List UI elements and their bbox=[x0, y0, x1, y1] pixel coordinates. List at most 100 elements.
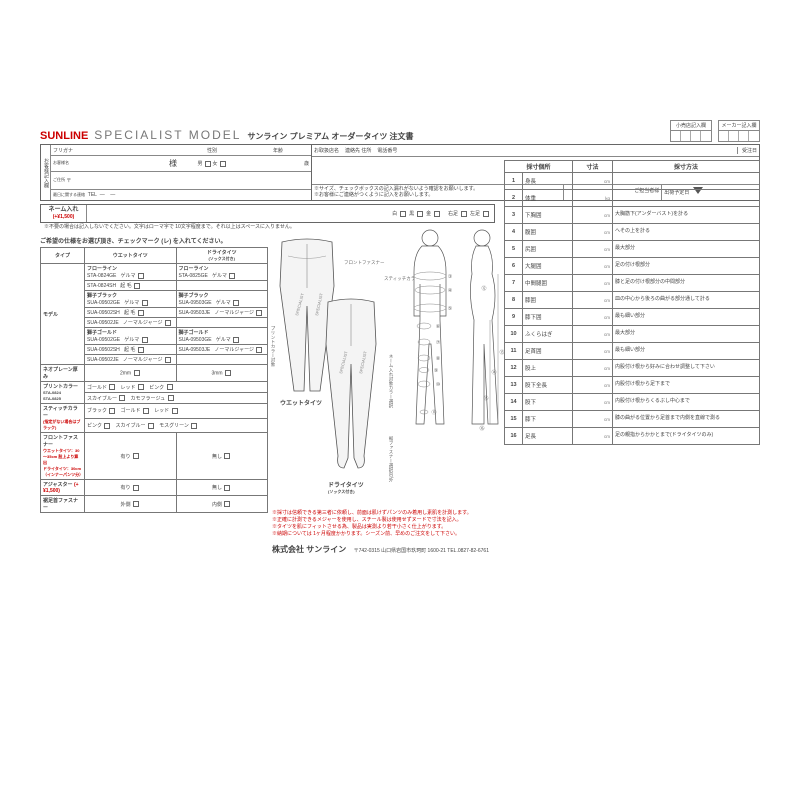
meas-method: 大胸筋下(アンダーバスト)を計る bbox=[613, 207, 760, 224]
svg-text:④: ④ bbox=[448, 288, 453, 294]
ck-stitch-r2[interactable] bbox=[191, 423, 197, 429]
meas-method: 最大部分 bbox=[613, 326, 760, 343]
section-note: ご希望の仕様をお選び頂き、チェックマーク (レ) を入れてください。 bbox=[40, 236, 268, 245]
ck-model[interactable] bbox=[256, 347, 262, 353]
meas-dim[interactable]: cm bbox=[573, 309, 613, 326]
ck-model[interactable] bbox=[142, 337, 148, 343]
svg-text:⑪: ⑪ bbox=[431, 409, 436, 416]
namein-white: 白 bbox=[392, 210, 397, 217]
type-table: タイプ ウエットタイツ ドライタイツ(ソックス付き) モデルフローラインSTA-… bbox=[40, 247, 268, 513]
ck-ankle-o[interactable] bbox=[133, 501, 139, 507]
ck-print-r1[interactable] bbox=[167, 384, 173, 390]
name-suffix: 様 bbox=[169, 158, 177, 169]
ck-adj-n[interactable] bbox=[224, 485, 230, 491]
meas-dim[interactable]: cm bbox=[573, 394, 613, 411]
model-label: モデル bbox=[41, 264, 85, 365]
ck-model[interactable] bbox=[138, 310, 144, 316]
meas-num: 13 bbox=[505, 377, 523, 394]
meas-part: 足首囲 bbox=[523, 343, 573, 360]
model-wet-cell: STA-0824SH 起 毛 bbox=[85, 281, 177, 291]
meas-dim[interactable]: cm bbox=[573, 326, 613, 343]
meas-dim[interactable]: cm bbox=[573, 377, 613, 394]
ck-black[interactable] bbox=[417, 211, 423, 217]
meas-dim[interactable]: kg bbox=[573, 190, 613, 207]
gender-m-ck[interactable] bbox=[205, 161, 211, 167]
meas-dim[interactable]: cm bbox=[573, 411, 613, 428]
meas-method: 足の親指からかかとまで(ドライタイツのみ) bbox=[613, 428, 760, 445]
ck-adj-y[interactable] bbox=[133, 485, 139, 491]
meas-dim[interactable]: cm bbox=[573, 173, 613, 190]
meas-dim[interactable]: cm bbox=[573, 343, 613, 360]
ck-frontf-n[interactable] bbox=[224, 453, 230, 459]
ck-model[interactable] bbox=[165, 357, 171, 363]
ck-model[interactable] bbox=[233, 300, 239, 306]
ck-model[interactable] bbox=[165, 320, 171, 326]
meas-dim[interactable]: cm bbox=[573, 241, 613, 258]
th-dry: ドライタイツ(ソックス付き) bbox=[176, 248, 268, 264]
meas-dim[interactable]: cm bbox=[573, 292, 613, 309]
ck-left[interactable] bbox=[483, 211, 489, 217]
ck-model[interactable] bbox=[256, 310, 262, 316]
ck-3mm[interactable] bbox=[225, 370, 231, 376]
ck-frontf-y[interactable] bbox=[133, 453, 139, 459]
ck-print-r1[interactable] bbox=[109, 384, 115, 390]
ankle-label: 裾足首ファスナー bbox=[41, 496, 85, 513]
meas-part: 尻囲 bbox=[523, 241, 573, 258]
ck-ankle-i[interactable] bbox=[224, 501, 230, 507]
illustration-area: SPECIALIST SPECIALIST ウエットタイツ SPECIALIST… bbox=[272, 236, 500, 506]
meas-method: 膝と足の付け根部分の中間部分 bbox=[613, 275, 760, 292]
meas-method: 皿の中心から後ろの曲がる部分通して計る bbox=[613, 292, 760, 309]
model-wet-cell: フローラインSTA-0824GE ゲルマ bbox=[85, 264, 177, 281]
anno-name: ネーム入れ対象カラー選択 bbox=[388, 354, 394, 408]
ck-right[interactable] bbox=[461, 211, 467, 217]
ck-stitch-r1[interactable] bbox=[109, 408, 115, 414]
company-addr: 〒742-0315 山口県岩国市玖珂町 1600-21 TEL.0827-82-… bbox=[354, 548, 489, 554]
neo-label: ネオプレーン厚み bbox=[41, 365, 85, 382]
dash1: — bbox=[100, 192, 105, 198]
meas-method: 膝の曲がる位置から足首まで内側を直線で測る bbox=[613, 411, 760, 428]
ck-model[interactable] bbox=[134, 283, 140, 289]
meas-part: 下胸囲 bbox=[523, 207, 573, 224]
ck-model[interactable] bbox=[142, 300, 148, 306]
svg-text:③: ③ bbox=[448, 274, 453, 280]
ck-model[interactable] bbox=[138, 347, 144, 353]
meas-num: 8 bbox=[505, 292, 523, 309]
meas-dim[interactable]: cm bbox=[573, 360, 613, 377]
neo-2mm: 2mm bbox=[120, 370, 131, 376]
ck-model[interactable] bbox=[229, 273, 235, 279]
meas-method bbox=[613, 190, 760, 207]
meas-method: 最大部分 bbox=[613, 241, 760, 258]
ankle-o: 外側 bbox=[121, 502, 131, 508]
meas-num: 11 bbox=[505, 343, 523, 360]
ck-print-r2[interactable] bbox=[168, 395, 174, 401]
meas-dim[interactable]: cm bbox=[573, 275, 613, 292]
age-unit: 歳 bbox=[304, 160, 309, 167]
ck-white[interactable] bbox=[400, 211, 406, 217]
meas-num: 5 bbox=[505, 241, 523, 258]
dry-label: ドライタイツ(ソックス付き) bbox=[328, 480, 364, 495]
ck-stitch-r2[interactable] bbox=[148, 423, 154, 429]
ck-model[interactable] bbox=[138, 273, 144, 279]
ck-stitch-r1[interactable] bbox=[172, 408, 178, 414]
meas-part: 膝囲 bbox=[523, 292, 573, 309]
stitch-label: スティッチカラー(指定がない場合はブラック) bbox=[41, 404, 85, 433]
meas-dim[interactable]: cm bbox=[573, 258, 613, 275]
ck-print-r1[interactable] bbox=[138, 384, 144, 390]
ck-model[interactable] bbox=[233, 337, 239, 343]
wet-label: ウエットタイツ bbox=[280, 398, 322, 407]
meas-dim[interactable]: cm bbox=[573, 224, 613, 241]
dash2: — bbox=[110, 192, 115, 198]
meas-dim[interactable]: cm bbox=[573, 207, 613, 224]
ck-2mm[interactable] bbox=[134, 370, 140, 376]
ck-stitch-r1[interactable] bbox=[143, 408, 149, 414]
meas-method bbox=[613, 173, 760, 190]
ck-stitch-r2[interactable] bbox=[104, 423, 110, 429]
adj-y: 有り bbox=[121, 485, 131, 491]
customer-rot-label: お客様記入欄 bbox=[41, 145, 51, 200]
gender-f-ck[interactable] bbox=[220, 161, 226, 167]
meas-dim[interactable]: cm bbox=[573, 428, 613, 445]
meas-num: 12 bbox=[505, 360, 523, 377]
ck-print-r2[interactable] bbox=[119, 395, 125, 401]
ck-gold[interactable] bbox=[434, 211, 440, 217]
doc-title: サンライン プレミアム オーダータイツ 注文書 bbox=[247, 131, 413, 142]
